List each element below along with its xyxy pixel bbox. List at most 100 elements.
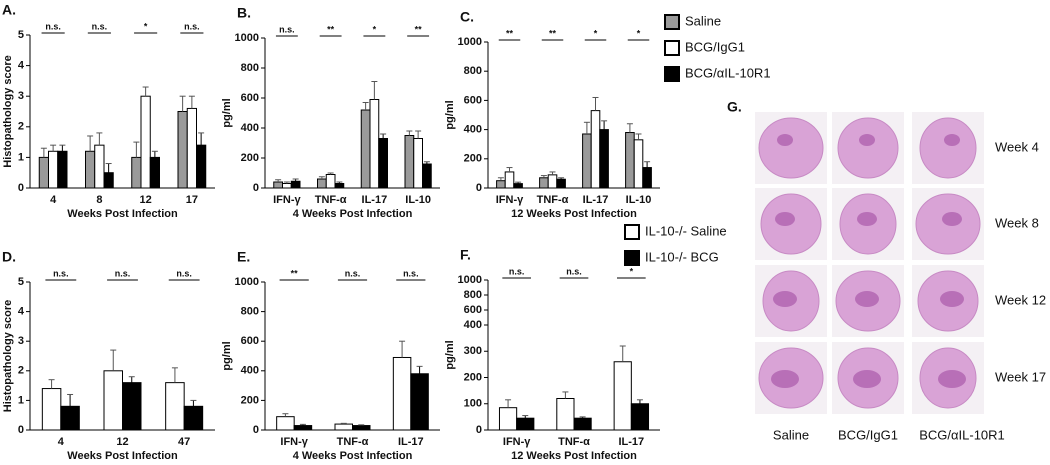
bar (498, 407, 518, 431)
bar (122, 382, 142, 431)
significance-label: n.s. (509, 266, 525, 276)
significance-label: n.s. (279, 24, 295, 34)
significance-label: n.s. (566, 266, 582, 276)
significance-label: n.s. (115, 268, 131, 278)
bar (413, 138, 423, 189)
x-tick-label: 12 (116, 436, 128, 448)
y-axis-label: pg/ml (221, 341, 233, 370)
row-label: Week 8 (995, 215, 1039, 230)
x-axis-label: Weeks Post Infection (67, 450, 178, 460)
y-tick-label: 2 (18, 121, 24, 133)
significance-label: * (630, 266, 634, 276)
x-tick-label: 47 (178, 436, 190, 448)
bar (282, 183, 292, 189)
bar (334, 183, 345, 189)
tissue-lesion (859, 134, 875, 146)
legend-label: BCG/IgG1 (685, 39, 745, 54)
x-axis-label: Weeks Post Infection (67, 208, 178, 220)
bar (590, 110, 601, 189)
tissue-lesion (777, 134, 793, 146)
y-tick-label: 3 (18, 335, 24, 347)
y-tick-label: 4 (18, 306, 25, 318)
bar (41, 388, 62, 431)
y-tick-label: 800 (241, 306, 259, 318)
bar (103, 370, 123, 431)
bar (317, 178, 327, 189)
significance-label: ** (291, 268, 299, 278)
x-axis-label: 12 Weeks Post Infection (511, 450, 637, 460)
y-axis-label: Histopathology score (2, 55, 14, 167)
bar (325, 174, 336, 189)
y-tick-label: 1 (18, 394, 24, 406)
bar (556, 178, 566, 189)
legend-swatch (664, 40, 680, 56)
y-axis-label: pg/ml (444, 100, 456, 129)
legend-swatch (664, 14, 680, 30)
significance-label: n.s. (45, 21, 61, 31)
bar (573, 417, 592, 431)
significance-label: * (144, 21, 148, 31)
bar (276, 416, 295, 431)
bar (556, 398, 575, 431)
y-tick-label: 600 (241, 335, 259, 347)
bar (410, 373, 429, 431)
x-axis-label: 4 Weeks Post Infection (293, 208, 413, 220)
bar (539, 177, 549, 189)
significance-label: n.s. (53, 268, 69, 278)
y-tick-label: 400 (464, 319, 482, 331)
legend-label: IL-10-/- Saline (645, 223, 727, 238)
x-tick-label: IFN-γ (496, 194, 524, 206)
tissue-lesion (773, 291, 797, 307)
x-tick-label: TNF-α (558, 436, 590, 448)
bar (177, 111, 188, 189)
y-tick-label: 1 (18, 151, 24, 163)
bar (378, 138, 388, 189)
y-tick-label: 200 (464, 153, 482, 165)
x-axis-label: 12 Weeks Post Infection (511, 208, 637, 220)
y-tick-label: 400 (241, 365, 259, 377)
panel-label: D. (2, 249, 16, 265)
y-tick-label: 600 (464, 94, 482, 106)
legend-label: Saline (685, 13, 721, 28)
y-tick-label: 0 (18, 424, 24, 436)
y-tick-label: 0 (18, 182, 24, 194)
legend-swatch (624, 224, 640, 240)
y-tick-label: 1000 (235, 276, 259, 288)
bar (630, 403, 650, 431)
bar (504, 171, 515, 189)
bar (633, 139, 644, 189)
bar (85, 150, 96, 189)
bar (60, 405, 80, 431)
bar (547, 174, 558, 189)
x-axis-label: 4 Weeks Post Infection (293, 450, 413, 460)
y-tick-label: 1000 (458, 274, 482, 286)
y-tick-label: 2 (18, 365, 24, 377)
significance-label: ** (549, 28, 557, 38)
bar (516, 417, 535, 431)
x-tick-label: IFN-γ (503, 436, 531, 448)
bar (369, 99, 380, 189)
y-tick-label: 3 (18, 90, 24, 102)
y-axis-label: Histopathology score (2, 300, 14, 412)
x-tick-label: TNF-α (337, 436, 369, 448)
panel-label: E. (237, 249, 250, 265)
y-tick-label: 0 (253, 182, 259, 194)
significance-label: * (373, 24, 377, 34)
y-tick-label: 0 (476, 182, 482, 194)
x-tick-label: 4 (58, 436, 65, 448)
bar (513, 183, 523, 189)
panel-label: F. (460, 247, 471, 263)
tissue-lesion (771, 370, 799, 388)
y-tick-label: 300 (464, 345, 482, 357)
tissue-section (837, 117, 899, 179)
y-tick-label: 200 (464, 371, 482, 383)
y-tick-label: 4 (18, 60, 25, 72)
row-label: Week 4 (995, 139, 1039, 154)
x-tick-label: IL-17 (618, 436, 644, 448)
significance-label: * (637, 28, 641, 38)
bar (57, 150, 68, 189)
tissue-section (919, 117, 977, 179)
bar (293, 425, 313, 431)
x-tick-label: IL-17 (583, 194, 609, 206)
